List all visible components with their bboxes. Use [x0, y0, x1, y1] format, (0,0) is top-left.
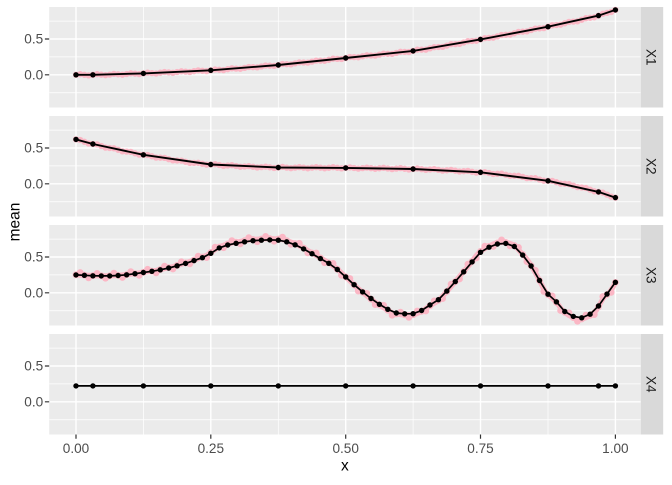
svg-text:0.5: 0.5 [24, 250, 43, 265]
svg-text:x: x [341, 457, 349, 474]
svg-text:0.0: 0.0 [24, 285, 43, 300]
svg-text:0.00: 0.00 [63, 441, 90, 456]
svg-text:0.50: 0.50 [332, 441, 359, 456]
svg-text:X3: X3 [643, 267, 658, 284]
svg-text:X2: X2 [643, 158, 658, 175]
svg-text:0.5: 0.5 [24, 141, 43, 156]
svg-text:X1: X1 [643, 49, 658, 66]
svg-text:X4: X4 [643, 376, 658, 393]
svg-text:0.0: 0.0 [24, 394, 43, 409]
svg-text:0.5: 0.5 [24, 32, 43, 47]
svg-text:mean: mean [7, 203, 24, 242]
svg-text:0.25: 0.25 [198, 441, 224, 456]
svg-text:0.0: 0.0 [24, 176, 43, 191]
svg-text:0.0: 0.0 [24, 67, 43, 82]
svg-text:0.5: 0.5 [24, 359, 43, 374]
svg-text:0.75: 0.75 [467, 441, 493, 456]
svg-text:1.00: 1.00 [602, 441, 629, 456]
